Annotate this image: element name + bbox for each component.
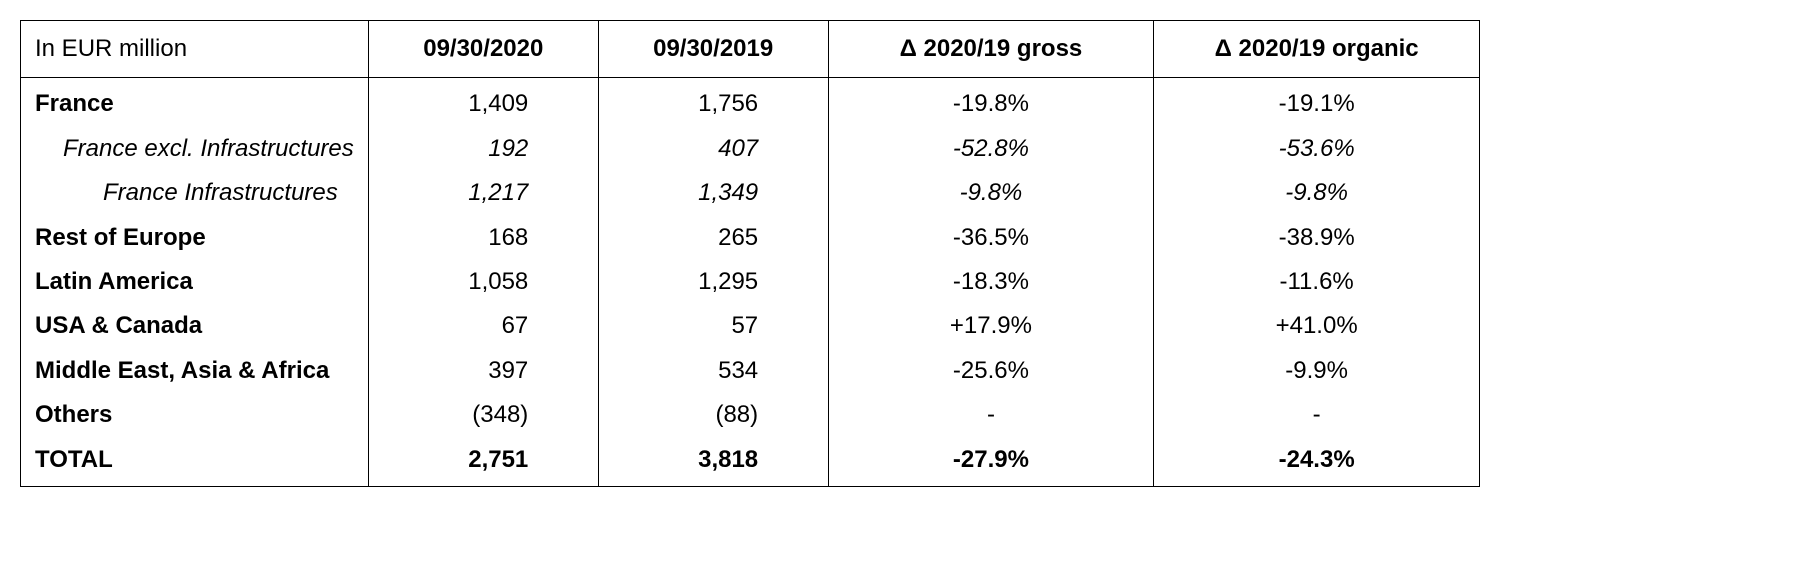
- cell-2020: 2,751: [438, 444, 528, 476]
- financial-table: In EUR million 09/30/2020 09/30/2019 Δ 2…: [20, 20, 1480, 487]
- row-label: TOTAL: [35, 446, 113, 473]
- header-period-2019: 09/30/2019: [598, 21, 828, 78]
- cell-2019: (88): [668, 399, 758, 431]
- cell-delta-organic: -: [1154, 393, 1480, 437]
- cell-delta-organic: +41.0%: [1154, 304, 1480, 348]
- cell-delta-gross: -36.5%: [828, 216, 1154, 260]
- cell-2020: (348): [438, 399, 528, 431]
- table-body: France1,4091,756-19.8%-19.1%France excl.…: [21, 78, 1480, 487]
- cell-2020: 168: [438, 222, 528, 254]
- row-label: France: [35, 90, 114, 117]
- cell-delta-organic: -9.9%: [1154, 349, 1480, 393]
- cell-delta-gross: -18.3%: [828, 260, 1154, 304]
- table-row: France excl. Infrastructures 192 407 -52.8%…: [21, 127, 1480, 171]
- cell-2019: 3,818: [668, 444, 758, 476]
- row-label: USA & Canada: [35, 312, 202, 339]
- row-label: Middle East, Asia & Africa: [35, 357, 329, 384]
- table-row: TOTAL 2,751 3,818 -27.9%-24.3%: [21, 438, 1480, 487]
- row-label: France Infrastructures: [35, 177, 338, 209]
- cell-delta-gross: -9.8%: [828, 171, 1154, 215]
- header-unit-label: In EUR million: [21, 21, 369, 78]
- cell-2020: 397: [438, 355, 528, 387]
- table-row: France Infrastructures 1,217 1,349 -9.8%-9.…: [21, 171, 1480, 215]
- row-label: France excl. Infrastructures: [35, 133, 354, 165]
- cell-delta-gross: +17.9%: [828, 304, 1154, 348]
- cell-2019: 57: [668, 310, 758, 342]
- cell-delta-organic: -24.3%: [1154, 438, 1480, 487]
- cell-2019: 1,295: [668, 266, 758, 298]
- cell-delta-organic: -9.8%: [1154, 171, 1480, 215]
- cell-delta-organic: -19.1%: [1154, 78, 1480, 127]
- cell-2019: 407: [668, 133, 758, 165]
- cell-delta-gross: -52.8%: [828, 127, 1154, 171]
- cell-2019: 1,756: [668, 88, 758, 120]
- table-row: Middle East, Asia & Africa 397 534 -25.6%-9…: [21, 349, 1480, 393]
- cell-delta-gross: -19.8%: [828, 78, 1154, 127]
- table-row: Rest of Europe 168 265 -36.5%-38.9%: [21, 216, 1480, 260]
- row-label: Others: [35, 401, 112, 428]
- table-row: France 1,409 1,756 -19.8%-19.1%: [21, 78, 1480, 127]
- cell-delta-gross: -25.6%: [828, 349, 1154, 393]
- cell-2020: 1,409: [438, 88, 528, 120]
- cell-2019: 1,349: [668, 177, 758, 209]
- row-label: Latin America: [35, 268, 193, 295]
- cell-2019: 534: [668, 355, 758, 387]
- cell-delta-gross: -: [828, 393, 1154, 437]
- cell-2020: 192: [438, 133, 528, 165]
- header-delta-organic: Δ 2020/19 organic: [1154, 21, 1480, 78]
- cell-2020: 1,217: [438, 177, 528, 209]
- cell-2019: 265: [668, 222, 758, 254]
- header-period-2020: 09/30/2020: [368, 21, 598, 78]
- cell-delta-organic: -53.6%: [1154, 127, 1480, 171]
- table-row: Others (348) (88) --: [21, 393, 1480, 437]
- cell-delta-organic: -38.9%: [1154, 216, 1480, 260]
- header-delta-gross: Δ 2020/19 gross: [828, 21, 1154, 78]
- row-label: Rest of Europe: [35, 224, 206, 251]
- cell-2020: 67: [438, 310, 528, 342]
- cell-delta-organic: -11.6%: [1154, 260, 1480, 304]
- cell-delta-gross: -27.9%: [828, 438, 1154, 487]
- table-row: USA & Canada 67 57 +17.9%+41.0%: [21, 304, 1480, 348]
- table-row: Latin America 1,058 1,295 -18.3%-11.6%: [21, 260, 1480, 304]
- table-header: In EUR million 09/30/2020 09/30/2019 Δ 2…: [21, 21, 1480, 78]
- cell-2020: 1,058: [438, 266, 528, 298]
